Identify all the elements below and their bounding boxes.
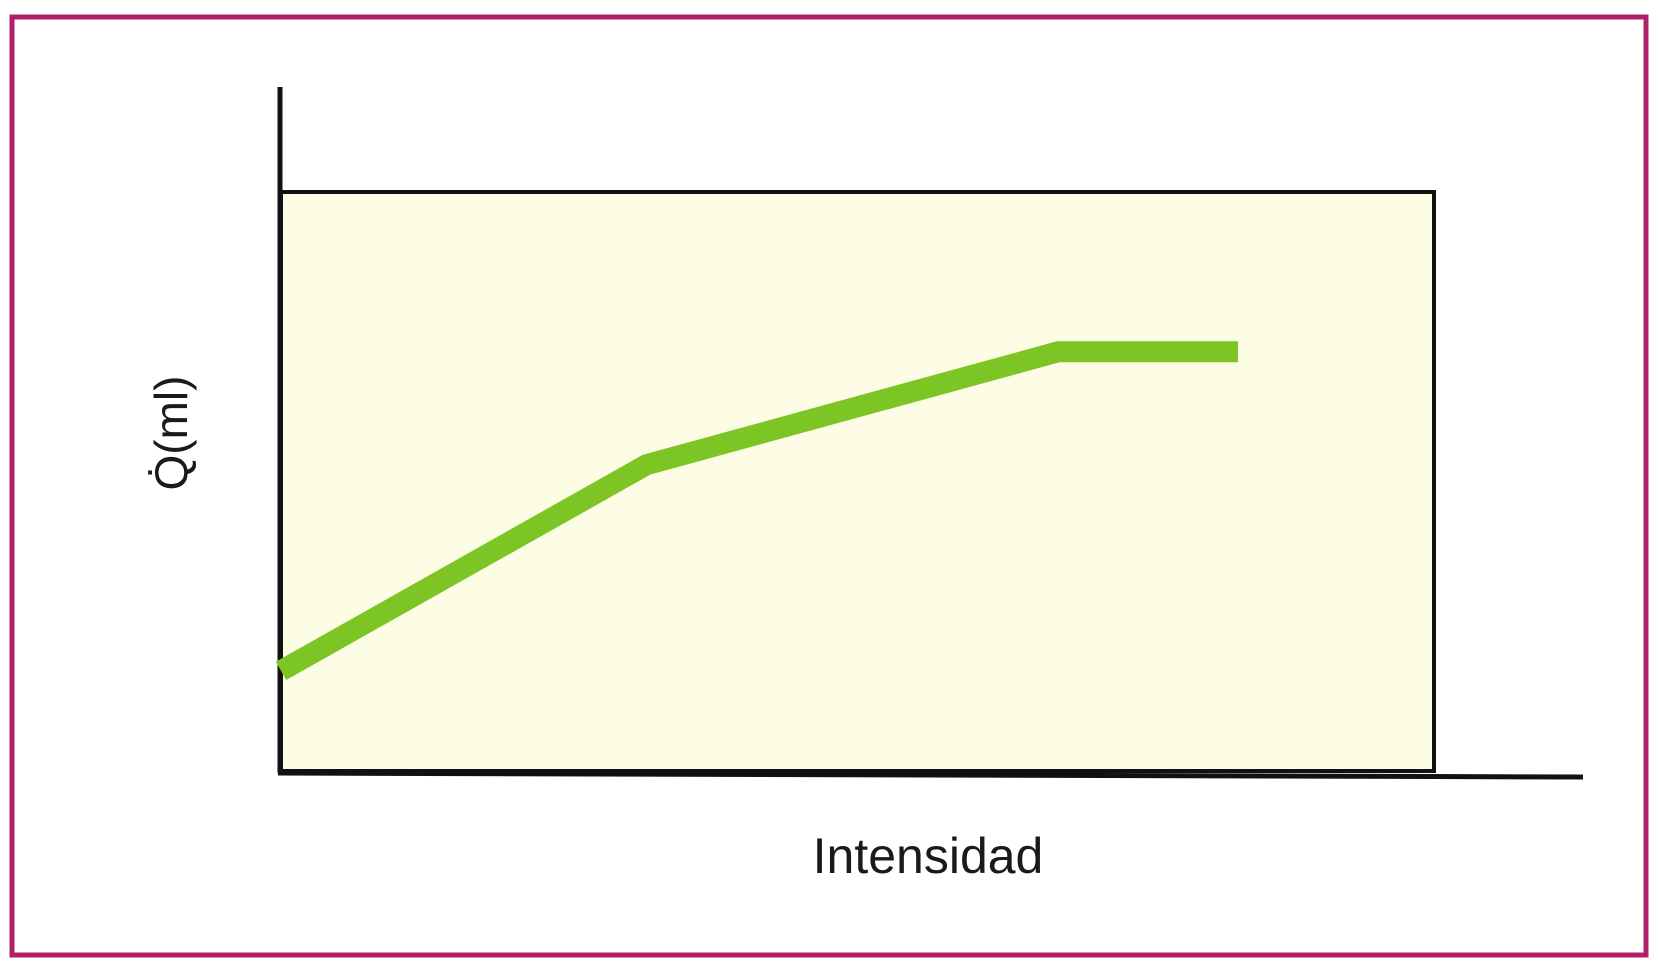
x-axis-label: Intensidad [813,828,1044,884]
x-axis [277,770,1584,780]
data-line [275,341,1238,680]
plot-area [279,190,1436,773]
y-axis-label: Q̇(ml) [145,376,197,491]
